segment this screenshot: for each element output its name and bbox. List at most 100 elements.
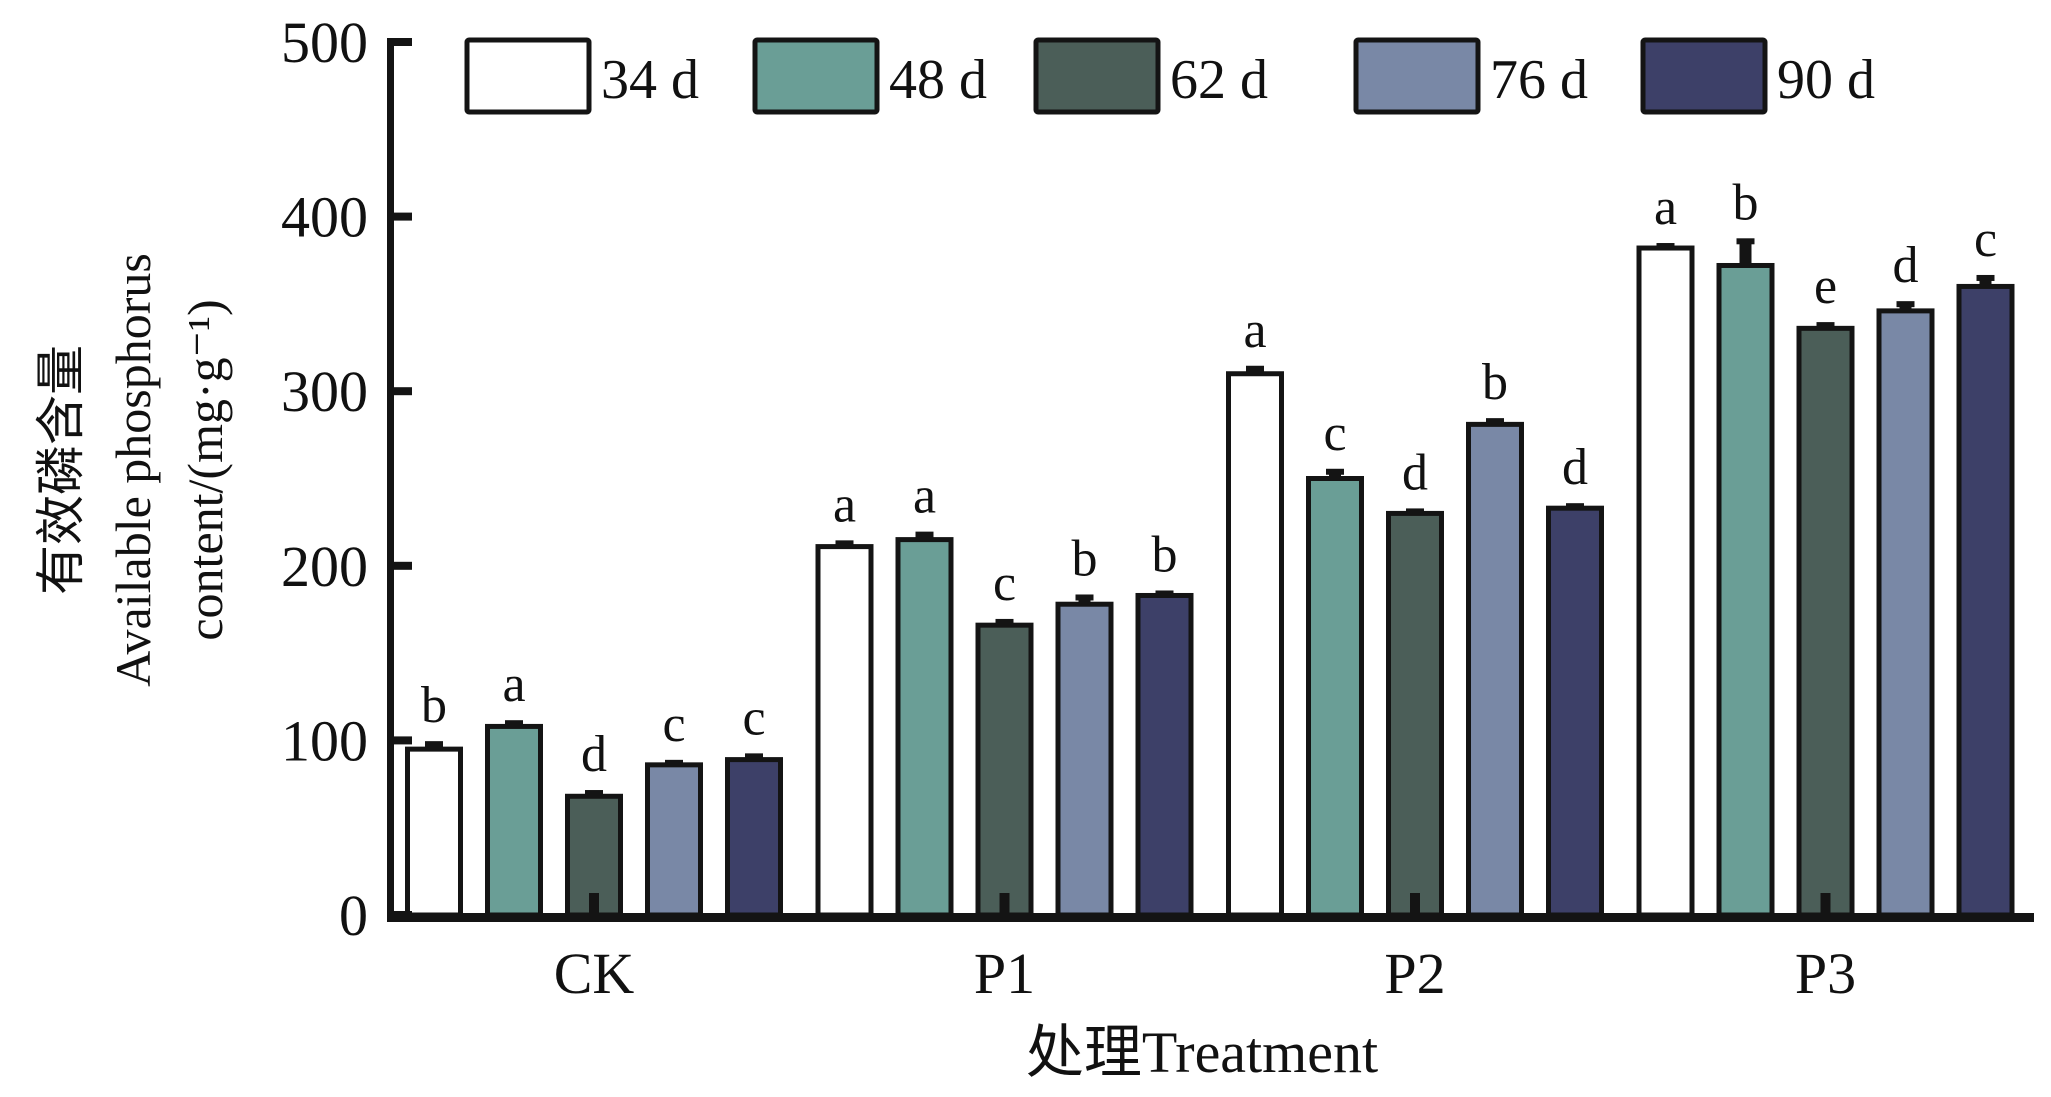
y-tick <box>390 736 412 745</box>
error-bar <box>1078 595 1091 607</box>
legend-label: 90 d <box>1777 49 1875 111</box>
x-tick <box>589 893 599 915</box>
x-tick <box>1820 893 1831 915</box>
y-tick-label: 200 <box>281 534 368 599</box>
legend-swatch-48d <box>752 37 880 115</box>
error-bar-cap <box>1075 594 1094 601</box>
x-tick <box>1410 893 1420 915</box>
bar-p1-48d <box>895 537 954 918</box>
legend: 34 d 48 d 62 d 76 d 90 d <box>464 37 1875 115</box>
error-bar-cap <box>835 540 854 547</box>
bar-p2-76d <box>1466 421 1524 918</box>
bar-p3-48d <box>1716 262 1775 918</box>
x-tick-label: P3 <box>1795 941 1856 1006</box>
significance-letter: a <box>913 468 936 525</box>
significance-letter: c <box>1974 211 1997 268</box>
error-bar-cap <box>1896 301 1915 308</box>
significance-letter: c <box>742 689 765 746</box>
error-bar-cap <box>1976 274 1995 281</box>
y-axis-title-line-2: Available phosphorus <box>105 253 161 687</box>
error-bar-cap <box>1246 365 1264 372</box>
x-tick-label: P1 <box>974 941 1035 1006</box>
significance-letter: d <box>581 726 607 783</box>
bar-p1-90d <box>1135 592 1194 918</box>
error-bar-cap <box>1406 508 1424 515</box>
legend-swatch-34d <box>464 37 592 115</box>
error-bar-cap <box>915 531 934 538</box>
error-bar <box>1329 469 1341 481</box>
significance-letter: c <box>1323 405 1346 462</box>
error-bar-cap <box>745 753 763 760</box>
y-tick <box>390 38 412 46</box>
x-tick <box>999 893 1010 915</box>
error-bar <box>1739 239 1752 268</box>
y-tick-label: 400 <box>281 185 368 250</box>
significance-letter: e <box>1814 258 1837 315</box>
bar-p1-34d <box>815 544 874 918</box>
error-bar <box>1899 302 1912 313</box>
legend-label: 62 d <box>1170 49 1268 111</box>
bar-ck-76d <box>645 762 703 918</box>
legend-label: 48 d <box>889 49 987 111</box>
error-bar-cap <box>1736 238 1755 245</box>
legend-swatch-76d <box>1353 37 1481 115</box>
error-bar-cap <box>1326 468 1344 475</box>
significance-letter: b <box>1482 354 1508 411</box>
bar-p3-62d <box>1796 325 1855 918</box>
y-tick-label: 100 <box>281 708 368 773</box>
legend-swatch-62d <box>1033 37 1161 115</box>
bar-p2-48d <box>1306 476 1364 918</box>
bar-p2-34d <box>1226 371 1284 918</box>
significance-letter: d <box>1893 237 1919 294</box>
significance-letter: c <box>993 555 1016 612</box>
y-tick <box>390 911 412 919</box>
error-bar-cap <box>1566 503 1584 510</box>
bar-p3-76d <box>1876 308 1935 918</box>
error-bar-cap <box>1486 418 1504 425</box>
error-bar-cap <box>585 790 603 797</box>
bar-p1-62d <box>975 622 1034 918</box>
x-axis-title: 处理Treatment <box>1026 1020 1378 1085</box>
y-tick <box>390 387 412 396</box>
bar-p3-90d <box>1956 283 2015 918</box>
bar-p2-62d <box>1386 510 1444 918</box>
y-axis-line <box>387 38 394 919</box>
error-bar-cap <box>665 759 683 766</box>
error-bar-cap <box>995 618 1014 625</box>
error-bar-cap <box>1816 322 1835 329</box>
significance-letter: a <box>502 656 525 713</box>
x-tick-label: CK <box>554 941 635 1006</box>
significance-letter: d <box>1562 439 1588 496</box>
significance-letter: a <box>1243 302 1266 359</box>
bar-ck-34d <box>405 746 463 918</box>
significance-letter: b <box>1072 530 1098 587</box>
error-bar-cap <box>1656 243 1675 250</box>
significance-letter: b <box>421 677 447 734</box>
x-tick-label: P2 <box>1384 941 1445 1006</box>
x-axis-line <box>387 913 2034 922</box>
bar-ck-48d <box>485 723 543 918</box>
y-axis-title-line-3: content/(mg·g⁻¹) <box>177 299 233 640</box>
bar-p2-90d <box>1546 505 1604 918</box>
error-bar-cap <box>1155 590 1174 597</box>
legend-swatch-90d <box>1640 37 1768 115</box>
axes: CK P1 P2 P3 0 100 200 300 400 500 <box>281 10 2034 1006</box>
y-axis-title: 有效磷含量 Available phosphorus content/(mg·g… <box>33 253 233 687</box>
y-tick <box>390 561 412 570</box>
significance-letter: a <box>833 476 856 533</box>
y-tick <box>390 212 412 221</box>
significance-letter: b <box>1733 174 1759 231</box>
bar-p3-34d <box>1636 245 1695 918</box>
bar-ck-90d <box>725 757 783 918</box>
y-axis-title-line-1: 有效磷含量 <box>33 345 89 595</box>
error-bar-cap <box>425 741 443 748</box>
y-tick-label: 300 <box>281 359 368 424</box>
y-tick-label: 500 <box>281 10 368 75</box>
y-tick-label: 0 <box>339 883 368 948</box>
significance-letter: c <box>662 696 685 753</box>
legend-label: 34 d <box>601 49 699 111</box>
legend-label: 76 d <box>1490 49 1588 111</box>
